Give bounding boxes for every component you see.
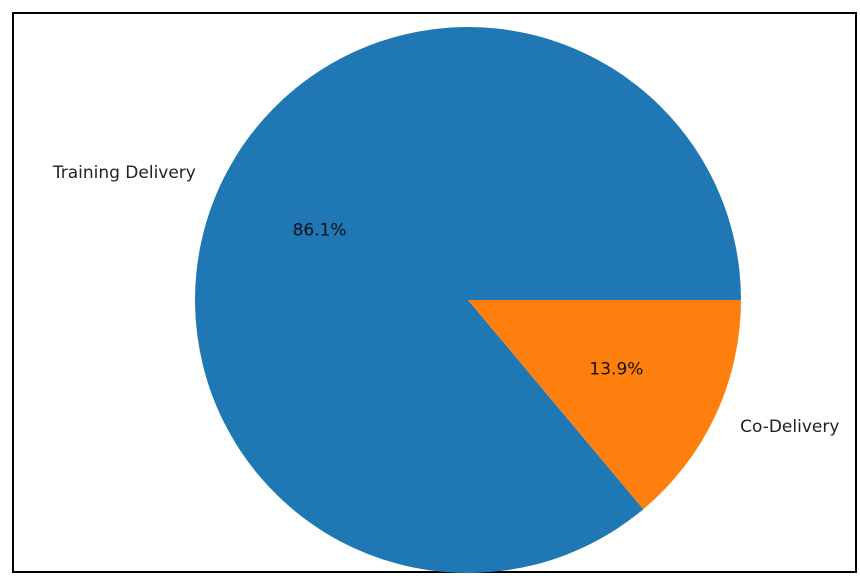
slice-percent-label: 13.9%	[589, 359, 643, 379]
pie-slices	[194, 27, 741, 574]
pie-slice-co-delivery	[468, 300, 741, 510]
slice-label: Training Delivery	[52, 163, 196, 183]
chart-frame	[12, 12, 857, 573]
pie-labels: Training Delivery 86.1% Co-Delivery 13.9%	[52, 163, 840, 437]
pie-slice-training-delivery	[194, 27, 741, 574]
slice-percent-label: 86.1%	[293, 221, 347, 241]
slice-label: Co-Delivery	[740, 417, 839, 437]
